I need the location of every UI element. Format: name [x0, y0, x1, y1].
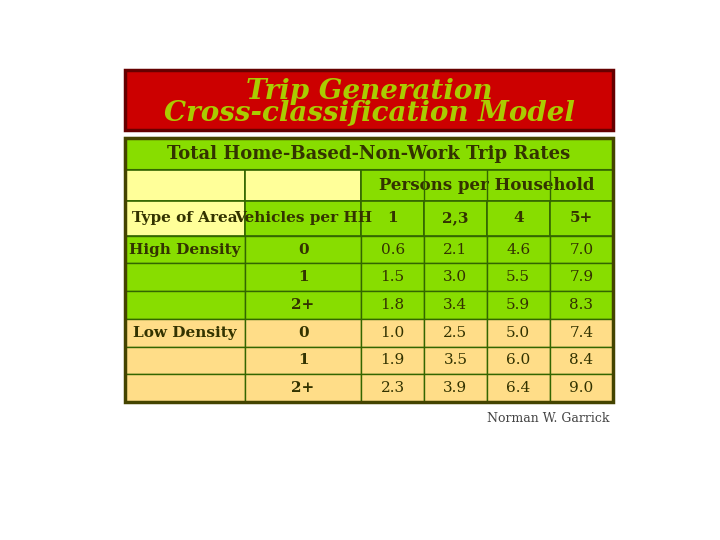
Bar — [361, 264, 424, 291]
Text: 3.4: 3.4 — [444, 298, 467, 312]
Bar — [424, 236, 487, 264]
Bar — [487, 201, 549, 236]
Text: 8.3: 8.3 — [570, 298, 593, 312]
Bar — [424, 319, 487, 347]
Text: 0: 0 — [298, 242, 308, 256]
Bar — [487, 347, 549, 374]
Bar — [487, 291, 549, 319]
Text: 1: 1 — [387, 212, 398, 225]
Text: Low Density: Low Density — [133, 326, 237, 340]
Text: 4: 4 — [513, 212, 523, 225]
Bar — [361, 201, 424, 236]
Bar — [361, 170, 613, 201]
Text: 3.9: 3.9 — [444, 381, 467, 395]
Bar — [361, 236, 424, 264]
Bar — [361, 291, 424, 319]
Text: Norman W. Garrick: Norman W. Garrick — [487, 413, 609, 426]
Text: 1.9: 1.9 — [380, 354, 405, 368]
Bar — [361, 347, 424, 374]
Bar — [245, 170, 361, 201]
Bar — [549, 236, 613, 264]
Bar — [424, 291, 487, 319]
Text: 5.0: 5.0 — [506, 326, 530, 340]
Text: 7.4: 7.4 — [570, 326, 593, 340]
Bar — [245, 236, 361, 264]
Text: 2.1: 2.1 — [444, 242, 467, 256]
Text: Cross-classification Model: Cross-classification Model — [163, 100, 575, 127]
Bar — [487, 264, 549, 291]
Bar — [549, 201, 613, 236]
Bar — [361, 319, 424, 347]
Text: 0.6: 0.6 — [380, 242, 405, 256]
Text: Type of Area: Type of Area — [132, 212, 238, 225]
Text: 1.0: 1.0 — [380, 326, 405, 340]
Text: 2+: 2+ — [292, 381, 315, 395]
Bar — [125, 70, 613, 130]
Text: 3.0: 3.0 — [444, 271, 467, 285]
Text: 2.3: 2.3 — [381, 381, 405, 395]
Bar — [424, 374, 487, 402]
Text: 4.6: 4.6 — [506, 242, 531, 256]
Bar — [424, 201, 487, 236]
Text: Persons per Household: Persons per Household — [379, 177, 595, 194]
Bar — [549, 374, 613, 402]
Text: 7.9: 7.9 — [570, 271, 593, 285]
Text: 5+: 5+ — [570, 212, 593, 225]
Bar — [487, 236, 549, 264]
Bar — [245, 347, 361, 374]
Bar — [424, 347, 487, 374]
Bar — [125, 170, 245, 201]
Bar — [549, 319, 613, 347]
Bar — [125, 138, 613, 402]
Bar — [487, 374, 549, 402]
Bar — [245, 264, 361, 291]
Bar — [125, 347, 245, 374]
Text: 7.0: 7.0 — [570, 242, 593, 256]
Text: 1.8: 1.8 — [381, 298, 405, 312]
Text: 3.5: 3.5 — [444, 354, 467, 368]
Text: 1: 1 — [298, 271, 308, 285]
Text: Vehicles per HH: Vehicles per HH — [234, 212, 372, 225]
Bar — [125, 319, 245, 347]
Bar — [245, 374, 361, 402]
Bar — [125, 236, 245, 264]
Text: Total Home-Based-Non-Work Trip Rates: Total Home-Based-Non-Work Trip Rates — [167, 145, 571, 163]
Bar — [549, 291, 613, 319]
Text: 6.0: 6.0 — [506, 354, 531, 368]
Bar — [125, 264, 245, 291]
Text: 6.4: 6.4 — [506, 381, 531, 395]
Bar — [424, 264, 487, 291]
Text: 2.5: 2.5 — [444, 326, 467, 340]
Text: 2+: 2+ — [292, 298, 315, 312]
Bar — [245, 201, 361, 236]
Text: 5.5: 5.5 — [506, 271, 530, 285]
Text: 8.4: 8.4 — [570, 354, 593, 368]
Bar — [245, 291, 361, 319]
Text: 9.0: 9.0 — [570, 381, 593, 395]
Bar — [125, 201, 245, 236]
Bar — [125, 374, 245, 402]
Text: 0: 0 — [298, 326, 308, 340]
Bar — [549, 347, 613, 374]
Bar — [125, 138, 613, 170]
Bar — [361, 374, 424, 402]
Text: Trip Generation: Trip Generation — [246, 78, 492, 105]
Bar — [549, 264, 613, 291]
Text: 5.9: 5.9 — [506, 298, 530, 312]
Text: 2,3: 2,3 — [442, 212, 469, 225]
Text: High Density: High Density — [129, 242, 240, 256]
Bar — [125, 291, 245, 319]
Bar — [245, 319, 361, 347]
Text: 1: 1 — [298, 354, 308, 368]
Text: 1.5: 1.5 — [381, 271, 405, 285]
Bar — [487, 319, 549, 347]
